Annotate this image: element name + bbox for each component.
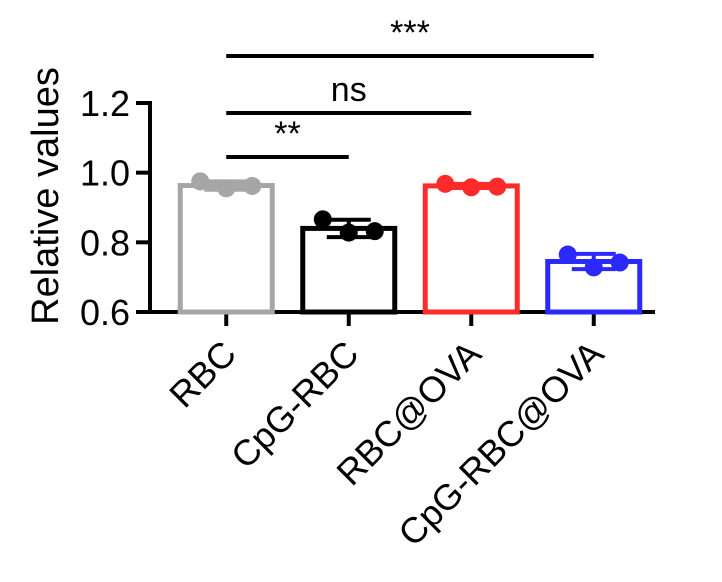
data-point	[436, 174, 455, 193]
y-tick-label: 0.8	[80, 222, 130, 263]
data-point	[584, 258, 603, 277]
data-point	[462, 178, 481, 197]
x-tick-label: RBC	[161, 333, 244, 416]
significance-label: ns	[331, 71, 367, 109]
significance-label: **	[274, 115, 300, 153]
y-tick-label: 1.0	[80, 153, 130, 194]
bar	[177, 183, 275, 315]
data-point	[610, 253, 629, 272]
data-point	[558, 245, 577, 264]
y-tick-label: 0.6	[80, 292, 130, 333]
data-point	[339, 223, 358, 242]
bars	[177, 172, 643, 315]
x-tick-label: CpG-RBC@OVA	[390, 333, 611, 554]
y-axis-label: Relative values	[25, 67, 67, 325]
data-point	[488, 177, 507, 196]
data-point	[217, 179, 236, 198]
significance-brackets: ** ns ***	[226, 14, 594, 159]
data-point	[243, 176, 262, 195]
data-point	[191, 172, 210, 191]
data-point	[313, 210, 332, 229]
bar	[422, 183, 520, 315]
data-point	[365, 222, 384, 241]
significance-label: ***	[390, 14, 430, 52]
y-tick-label: 1.2	[80, 83, 130, 124]
y-axis: 0.6 0.8 1.0 1.2	[80, 83, 152, 333]
